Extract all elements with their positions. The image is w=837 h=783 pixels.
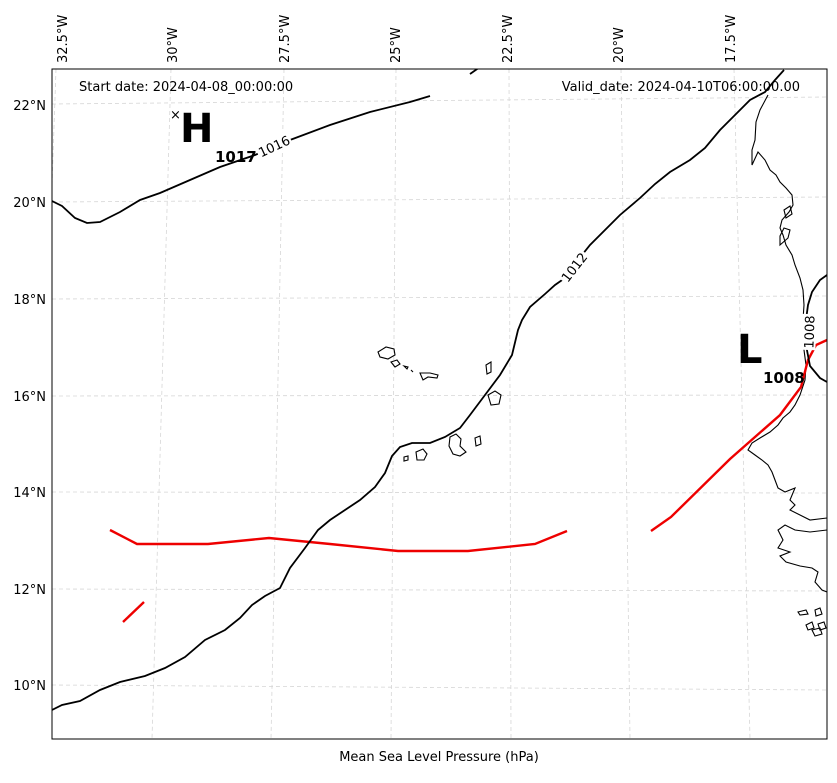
lon-tick-22-5w: 22.5°W [501, 15, 516, 63]
cape-verde-sao-nicolau [419, 372, 439, 381]
contour-labels: 1016 1012 1008 [253, 130, 819, 351]
lon-tick-30w: 30°W [166, 27, 181, 63]
trough-line-west [109, 528, 568, 553]
cape-verde-sal [485, 361, 492, 375]
lat-tick-10n: 10°N [13, 679, 46, 694]
low-center-letter: L [737, 327, 763, 373]
lat-tick-20n: 20°N [13, 196, 46, 211]
lat-tick-16n: 16°N [13, 390, 46, 405]
gridlines [52, 69, 827, 739]
cape-verde-santiago [448, 433, 467, 457]
trough-line-short [122, 601, 145, 623]
lon-gridline-25w [390, 69, 397, 739]
cape-verde-boa-vista [487, 390, 502, 406]
lat-gridline-18n [52, 295, 827, 300]
lon-gridline-17-5w [733, 69, 751, 739]
x-axis-label: Mean Sea Level Pressure (hPa) [339, 750, 539, 765]
cape-verde-maio [474, 435, 482, 447]
isobar-1016 [52, 69, 479, 224]
africa-coastline [747, 94, 827, 521]
lat-tick-12n: 12°N [13, 583, 46, 598]
lat-tick-labels: 22°N 20°N 18°N 16°N 14°N 12°N 10°N [13, 99, 46, 694]
lat-tick-14n: 14°N [13, 486, 46, 501]
lon-tick-labels: 32.5°W 30°W 27.5°W 25°W 22.5°W 20°W 17.5… [56, 15, 739, 63]
cape-verde-sao-vicente [390, 359, 401, 368]
isobars [52, 69, 827, 711]
high-center-letter: H [180, 106, 213, 152]
high-pressure-center: × H 1017 [170, 106, 257, 166]
trough-lines [109, 338, 827, 623]
low-center-value: 1008 [763, 369, 805, 387]
lat-gridline-16n [52, 394, 827, 397]
isobar-1012 [52, 69, 785, 711]
cape-verde-santo-antao [377, 346, 396, 360]
lon-gridline-20w [620, 69, 631, 739]
lon-tick-32-5w: 32.5°W [56, 15, 71, 63]
start-date-label: Start date: 2024-04-08_00:00:00 [79, 80, 293, 95]
lon-tick-25w: 25°W [389, 27, 404, 63]
lon-gridline-30w [151, 69, 172, 739]
lon-tick-17-5w: 17.5°W [724, 15, 739, 63]
lon-tick-20w: 20°W [612, 27, 627, 63]
lon-gridline-22-5w [508, 69, 512, 739]
lat-tick-22n: 22°N [13, 99, 46, 114]
senegal-inlet [779, 205, 793, 247]
lat-gridline-12n [52, 588, 827, 592]
lat-tick-18n: 18°N [13, 293, 46, 308]
africa-coastline-south [777, 524, 827, 593]
cape-verde-brava [403, 455, 409, 462]
contour-label-1008: 1008 [802, 315, 818, 349]
high-center-value: 1017 [215, 148, 257, 166]
lat-gridline-20n [52, 196, 827, 203]
cape-verde-fogo [415, 448, 428, 461]
lat-gridline-14n [52, 491, 827, 494]
lat-gridline-10n [52, 684, 827, 691]
lon-tick-27-5w: 27.5°W [278, 15, 293, 63]
lon-gridline-27-5w [270, 69, 285, 739]
map-frame [51, 68, 828, 740]
bissagos-islands [797, 607, 827, 637]
lat-gridline-22n [52, 96, 827, 105]
valid-date-label: Valid_date: 2024-04-10T06:00:00.00 [562, 80, 800, 95]
high-center-marker: × [170, 108, 181, 123]
cape-verde-santa-luzia [402, 364, 414, 373]
low-pressure-center: L 1008 [737, 327, 805, 387]
